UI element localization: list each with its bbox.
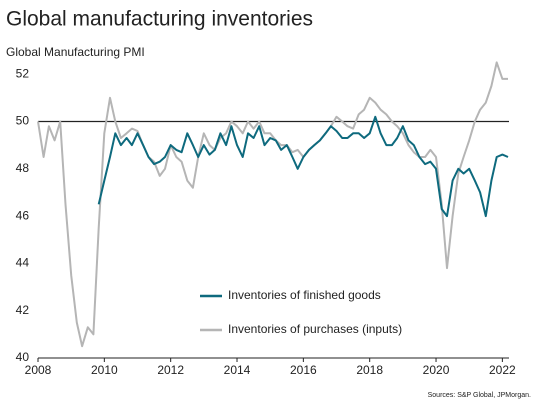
y-tick-label: 50: [16, 114, 30, 128]
y-tick-label: 52: [16, 66, 30, 80]
chart-title: Global manufacturing inventories: [6, 8, 313, 31]
y-tick-label: 48: [16, 161, 30, 175]
x-tick-label: 2018: [356, 363, 383, 377]
x-tick-label: 2020: [423, 363, 450, 377]
legend-label: Inventories of finished goods: [228, 288, 381, 302]
series-line: [37, 61, 508, 348]
legend-label: Inventories of purchases (inputs): [228, 322, 402, 336]
y-tick-label: 46: [16, 208, 30, 222]
x-tick-label: 2022: [489, 363, 516, 377]
y-tick-label: 42: [16, 303, 30, 317]
x-tick-label: 2012: [157, 363, 184, 377]
x-tick-label: 2016: [290, 363, 317, 377]
y-tick-label: 44: [16, 256, 30, 270]
x-tick-label: 2008: [25, 363, 52, 377]
x-tick-label: 2014: [224, 363, 251, 377]
source: Sources: S&P Global, JPMorgan.: [428, 392, 531, 399]
series-line: [97, 115, 509, 218]
y-tick-label: 40: [16, 350, 30, 364]
x-tick-label: 2010: [91, 363, 118, 377]
y-axis-label: Global Manufacturing PMI: [6, 45, 145, 59]
